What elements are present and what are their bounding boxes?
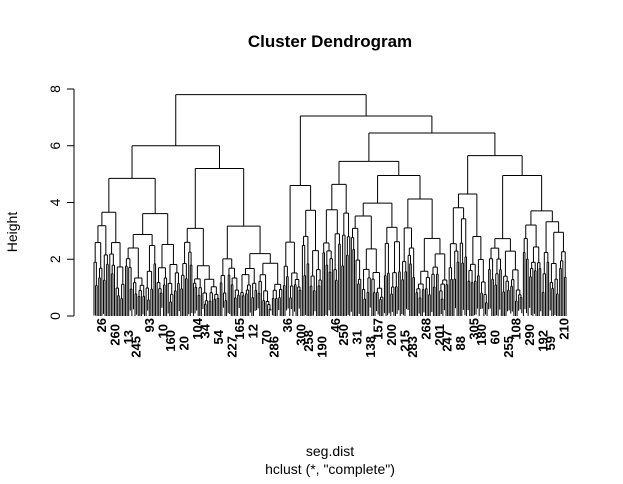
leaf-label-31: 88 xyxy=(453,336,468,350)
leaf-label-7: 20 xyxy=(177,336,192,350)
y-axis-label: Height xyxy=(4,212,20,253)
leaf-label-14: 70 xyxy=(259,330,274,344)
leaf-label-17: 300 xyxy=(294,324,309,346)
leaf-label-39: 59 xyxy=(543,336,558,350)
leaf-label-18: 258 xyxy=(301,330,316,352)
leaf-label-4: 93 xyxy=(142,318,157,332)
leaf-label-22: 31 xyxy=(349,330,364,344)
leaf-label-12: 165 xyxy=(232,318,247,340)
leaf-label-8: 104 xyxy=(190,317,205,339)
leaf-label-5: 10 xyxy=(156,324,171,338)
dendrogram-tree xyxy=(93,94,567,316)
leaf-label-19: 190 xyxy=(315,336,330,358)
leaf-label-24: 157 xyxy=(370,318,385,340)
leaf-label-0: 26 xyxy=(94,318,109,332)
y-tick-label-0: 0 xyxy=(47,312,63,320)
leaf-label-35: 255 xyxy=(501,336,516,358)
leaf-label-11: 227 xyxy=(225,336,240,358)
chart-title: Cluster Dendrogram xyxy=(248,32,412,51)
y-axis: 0 2 4 6 8 xyxy=(47,85,75,320)
x-axis-label: seg.dist xyxy=(306,443,354,459)
leaf-label-20: 46 xyxy=(328,318,343,332)
leaf-label-23: 138 xyxy=(363,336,378,358)
leaf-label-29: 201 xyxy=(432,324,447,346)
y-tick-label-4: 8 xyxy=(47,85,63,93)
leaf-label-33: 180 xyxy=(474,324,489,346)
y-tick-label-2: 4 xyxy=(47,198,63,206)
leaf-label-30: 247 xyxy=(439,330,454,352)
leaf-label-25: 200 xyxy=(384,324,399,346)
leaf-label-15: 286 xyxy=(267,336,282,358)
leaf-label-13: 12 xyxy=(246,324,261,338)
leaf-label-9: 34 xyxy=(198,323,213,338)
leaf-label-40: 210 xyxy=(556,318,571,340)
leaf-label-36: 108 xyxy=(508,318,523,340)
leaf-label-6: 160 xyxy=(163,330,178,352)
leaf-label-2: 13 xyxy=(121,330,136,344)
leaf-label-32: 305 xyxy=(466,318,481,340)
leaf-label-10: 54 xyxy=(211,329,226,344)
leaf-label-37: 290 xyxy=(522,324,537,346)
leaf-label-16: 36 xyxy=(280,318,295,332)
leaf-label-28: 268 xyxy=(418,318,433,340)
y-tick-label-1: 2 xyxy=(47,255,63,263)
leaf-label-34: 60 xyxy=(487,330,502,344)
leaf-label-21: 250 xyxy=(336,324,351,346)
leaf-label-3: 245 xyxy=(129,336,144,358)
leaf-label-26: 215 xyxy=(397,330,412,352)
x-axis-subtitle: hclust (*, "complete") xyxy=(265,461,395,477)
leaf-label-38: 192 xyxy=(535,330,550,352)
leaf-label-27: 283 xyxy=(405,336,420,358)
y-tick-label-3: 6 xyxy=(47,142,63,150)
leaf-label-1: 260 xyxy=(108,324,123,346)
